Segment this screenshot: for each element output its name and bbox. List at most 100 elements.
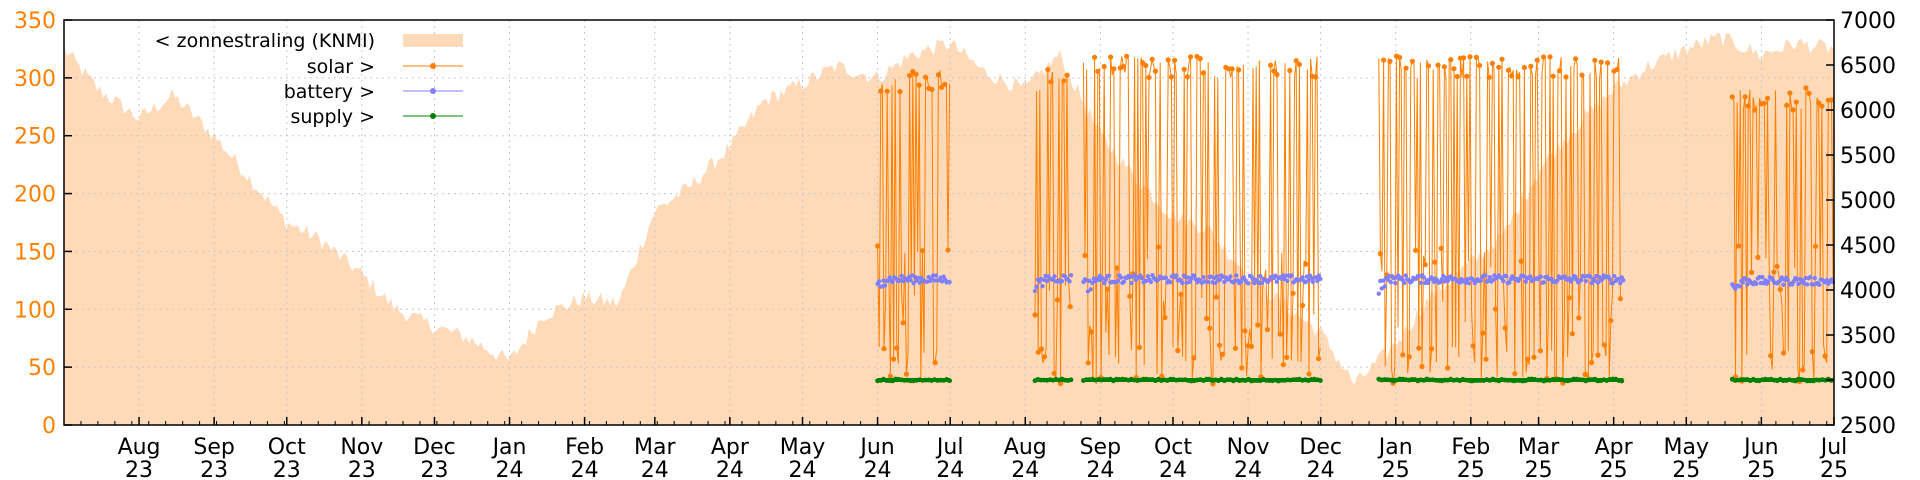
battery-point — [1817, 282, 1822, 287]
x-tick-month: Mar — [1518, 435, 1560, 460]
solar-segment — [1082, 53, 1322, 387]
battery-point — [1388, 280, 1394, 285]
left-tick-label: 250 — [14, 125, 56, 150]
solar-point — [1608, 317, 1614, 324]
solar-point — [1104, 286, 1110, 292]
battery-point — [1740, 280, 1746, 285]
solar-point — [1300, 302, 1306, 308]
x-tick-year: 25 — [1457, 458, 1485, 480]
solar-point — [945, 247, 951, 253]
battery-point — [1228, 274, 1233, 279]
x-tick-year: 24 — [789, 458, 817, 480]
solar-point — [1303, 261, 1309, 267]
solar-point — [1419, 363, 1425, 370]
solar-radiation-area — [64, 32, 1834, 425]
solar-point — [1451, 66, 1457, 72]
x-tick-year: 24 — [1159, 458, 1187, 480]
legend-marker — [430, 63, 436, 69]
solar-point — [1264, 326, 1270, 333]
battery-point — [1246, 281, 1251, 286]
battery-point — [890, 279, 895, 285]
legend-swatch — [403, 34, 463, 47]
solar-point — [1780, 350, 1787, 356]
battery-point — [1180, 280, 1185, 286]
solar-point — [1493, 306, 1499, 312]
battery-point — [1102, 280, 1107, 286]
solar-line — [1082, 55, 1321, 385]
solar-point — [1774, 263, 1780, 270]
solar-radiation-fill — [64, 32, 1834, 425]
solar-point — [942, 81, 948, 87]
battery-point — [933, 273, 939, 278]
solar-point — [1213, 294, 1219, 300]
solar-point — [1828, 97, 1835, 103]
legend-label: solar > — [307, 56, 375, 78]
solar-point — [1816, 100, 1822, 106]
battery-point — [1306, 278, 1311, 283]
solar-point — [919, 248, 926, 254]
supply-point — [947, 378, 952, 384]
x-tick-year: 23 — [125, 458, 153, 480]
battery-point — [1059, 279, 1065, 284]
solar-point — [1534, 57, 1540, 63]
x-tick-year: 25 — [1747, 458, 1775, 480]
x-tick-year: 24 — [716, 458, 744, 480]
right-tick-label: 5000 — [1840, 189, 1896, 214]
gridlines — [64, 20, 1834, 425]
solar-point — [1035, 349, 1041, 355]
battery-point — [1466, 281, 1472, 286]
solar-point — [1573, 56, 1579, 62]
solar-point — [1499, 56, 1505, 62]
solar-point — [903, 371, 910, 377]
battery-point — [1274, 279, 1280, 284]
solar-point — [1531, 354, 1537, 360]
solar-point — [1598, 59, 1604, 65]
battery-point — [1044, 278, 1050, 284]
battery-point — [1523, 279, 1529, 284]
battery-point — [1129, 280, 1134, 286]
battery-point — [1754, 281, 1759, 286]
solar-point — [1101, 63, 1107, 70]
battery-point — [917, 280, 922, 285]
battery-point — [1483, 273, 1488, 278]
battery-point — [1612, 274, 1617, 279]
battery-point — [1766, 279, 1771, 284]
x-tick-year: 24 — [936, 458, 964, 480]
battery-segment — [875, 273, 952, 289]
battery-point — [1555, 278, 1560, 283]
solar-segment — [1377, 53, 1623, 386]
solar-point — [1197, 56, 1203, 62]
solar-point — [1082, 252, 1088, 259]
battery-point — [1205, 279, 1211, 285]
solar-point — [1521, 64, 1527, 71]
battery-point — [1097, 273, 1103, 279]
solar-point — [1448, 57, 1454, 63]
x-tick-month: Jul — [1819, 435, 1848, 460]
solar-point — [891, 356, 897, 362]
x-tick-year: 25 — [1600, 458, 1628, 480]
solar-point — [1061, 78, 1067, 84]
solar-point — [1541, 54, 1547, 60]
battery-point — [1259, 280, 1265, 286]
right-tick-label: 2500 — [1840, 414, 1896, 439]
supply-segment — [1729, 376, 1834, 384]
battery-point — [1318, 276, 1323, 282]
x-tick-month: Dec — [1299, 435, 1342, 460]
x-tick-year: 23 — [273, 458, 301, 480]
battery-point — [1163, 275, 1169, 280]
solar-point — [1216, 342, 1222, 348]
battery-point — [1032, 288, 1038, 294]
solar-point — [923, 74, 929, 80]
solar-point — [1461, 55, 1467, 61]
x-tick-year: 25 — [1672, 458, 1700, 480]
battery-point — [1588, 274, 1593, 279]
solar-point — [1165, 57, 1171, 63]
x-tick-month: Jun — [1742, 435, 1778, 460]
solar-point — [1752, 107, 1758, 113]
solar-point — [1242, 328, 1248, 334]
battery-point — [1381, 278, 1386, 283]
battery-point — [1445, 278, 1451, 284]
supply-point — [1318, 378, 1323, 383]
battery-point — [1382, 284, 1388, 289]
solar-point — [1473, 54, 1479, 60]
